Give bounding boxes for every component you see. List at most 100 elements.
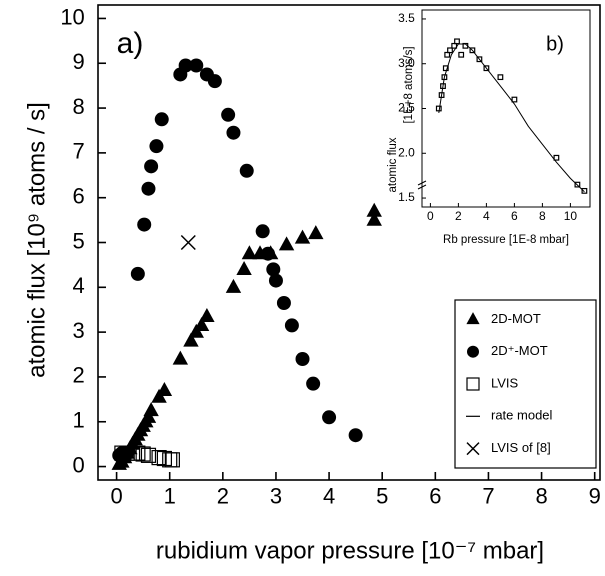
point [120, 446, 135, 461]
point [553, 154, 560, 161]
point [295, 352, 310, 367]
point [183, 332, 199, 347]
y-tick-label: 1 [73, 408, 85, 433]
point [469, 47, 476, 54]
point [135, 446, 151, 462]
point [483, 65, 490, 72]
axis-break [417, 180, 427, 190]
y-tick-label: 8 [73, 94, 85, 119]
legend-label: LVIS [491, 375, 519, 390]
legend-marker [466, 442, 480, 456]
point [226, 125, 241, 140]
x-tick-label: 0 [110, 483, 122, 508]
x-tick-label: 3 [270, 483, 282, 508]
x-tick-label: 8 [535, 483, 547, 508]
point [497, 74, 504, 81]
point [255, 224, 270, 239]
point [154, 112, 169, 127]
x-tick-label: 2 [217, 483, 229, 508]
point [156, 381, 173, 396]
point [144, 159, 159, 174]
point [366, 211, 382, 226]
x-tick-label: 4 [323, 483, 335, 508]
point [278, 236, 295, 251]
point [268, 273, 283, 288]
point [149, 139, 164, 154]
point [207, 74, 222, 89]
point [141, 181, 156, 196]
point [140, 447, 157, 463]
panel-label: a) [117, 27, 144, 60]
y-tick-label: 6 [73, 184, 85, 209]
y-tick-label: 2.0 [398, 145, 415, 159]
y-tick-label: 2 [73, 363, 85, 388]
point [284, 318, 299, 333]
y-axis-label: atomic flux [387, 137, 399, 192]
x-tick-label: 1 [164, 483, 176, 508]
legend-label: LVIS of [8] [491, 440, 551, 455]
y-tick-label: 3 [73, 318, 85, 343]
point [366, 202, 382, 217]
point [151, 449, 167, 466]
point [164, 452, 180, 468]
x-tick-label: 9 [589, 483, 601, 508]
point [178, 58, 193, 73]
point [189, 58, 204, 73]
y-tick-label: 1.5 [398, 190, 415, 204]
point [172, 350, 189, 365]
point [193, 317, 210, 332]
point [260, 246, 275, 261]
point [130, 266, 145, 281]
point [236, 260, 252, 275]
legend-marker [467, 345, 479, 358]
x-tick-label: 0 [427, 209, 434, 223]
point [458, 51, 465, 58]
point [511, 96, 518, 103]
point [294, 229, 311, 244]
point [266, 262, 281, 277]
y-tick-label: 0 [73, 452, 85, 477]
point [306, 376, 321, 391]
point [143, 402, 159, 417]
x-axis-label: rubidium vapor pressure [10⁻⁷ mbar] [156, 537, 544, 564]
x-tick-label: 2 [455, 209, 462, 223]
legend-label: 2D-MOT [491, 311, 541, 326]
y-tick-label: 2.5 [398, 101, 415, 115]
legend-marker [466, 312, 480, 325]
legend-marker [466, 377, 480, 391]
point [156, 450, 173, 467]
y-axis-label: atomic flux [10⁹ atoms / s] [23, 102, 50, 378]
point [137, 217, 152, 232]
y-axis-label: [1E+8 atoms/s] [403, 46, 415, 123]
point [454, 38, 460, 45]
x-tick-label: 7 [482, 483, 494, 508]
y-tick-label: 5 [73, 228, 85, 253]
point [241, 245, 258, 260]
point [221, 107, 236, 122]
x-axis-label: Rb pressure [1E-8 mbar] [443, 234, 569, 246]
x-tick-label: 8 [539, 209, 546, 223]
y-tick-label: 4 [73, 273, 85, 298]
x-tick-label: 10 [564, 209, 578, 223]
point [447, 47, 453, 54]
point [476, 56, 483, 63]
x-tick-label: 4 [483, 209, 490, 223]
legend-label: 2D⁺-MOT [491, 343, 548, 358]
point [239, 163, 254, 178]
panel-label: b) [546, 33, 564, 55]
point [348, 428, 363, 443]
point [442, 65, 449, 72]
y-tick-label: 7 [73, 139, 85, 164]
y-tick-label: 10 [60, 4, 84, 29]
legend-label: rate model [491, 408, 553, 423]
x-tick-label: 5 [376, 483, 388, 508]
x-tick-label: 6 [511, 209, 518, 223]
model-line [438, 43, 585, 193]
x-tick-label: 6 [429, 483, 441, 508]
y-tick-label: 3.5 [398, 11, 415, 25]
point [308, 225, 324, 240]
point [276, 295, 291, 310]
point [581, 187, 588, 194]
y-tick-label: 9 [73, 49, 85, 74]
